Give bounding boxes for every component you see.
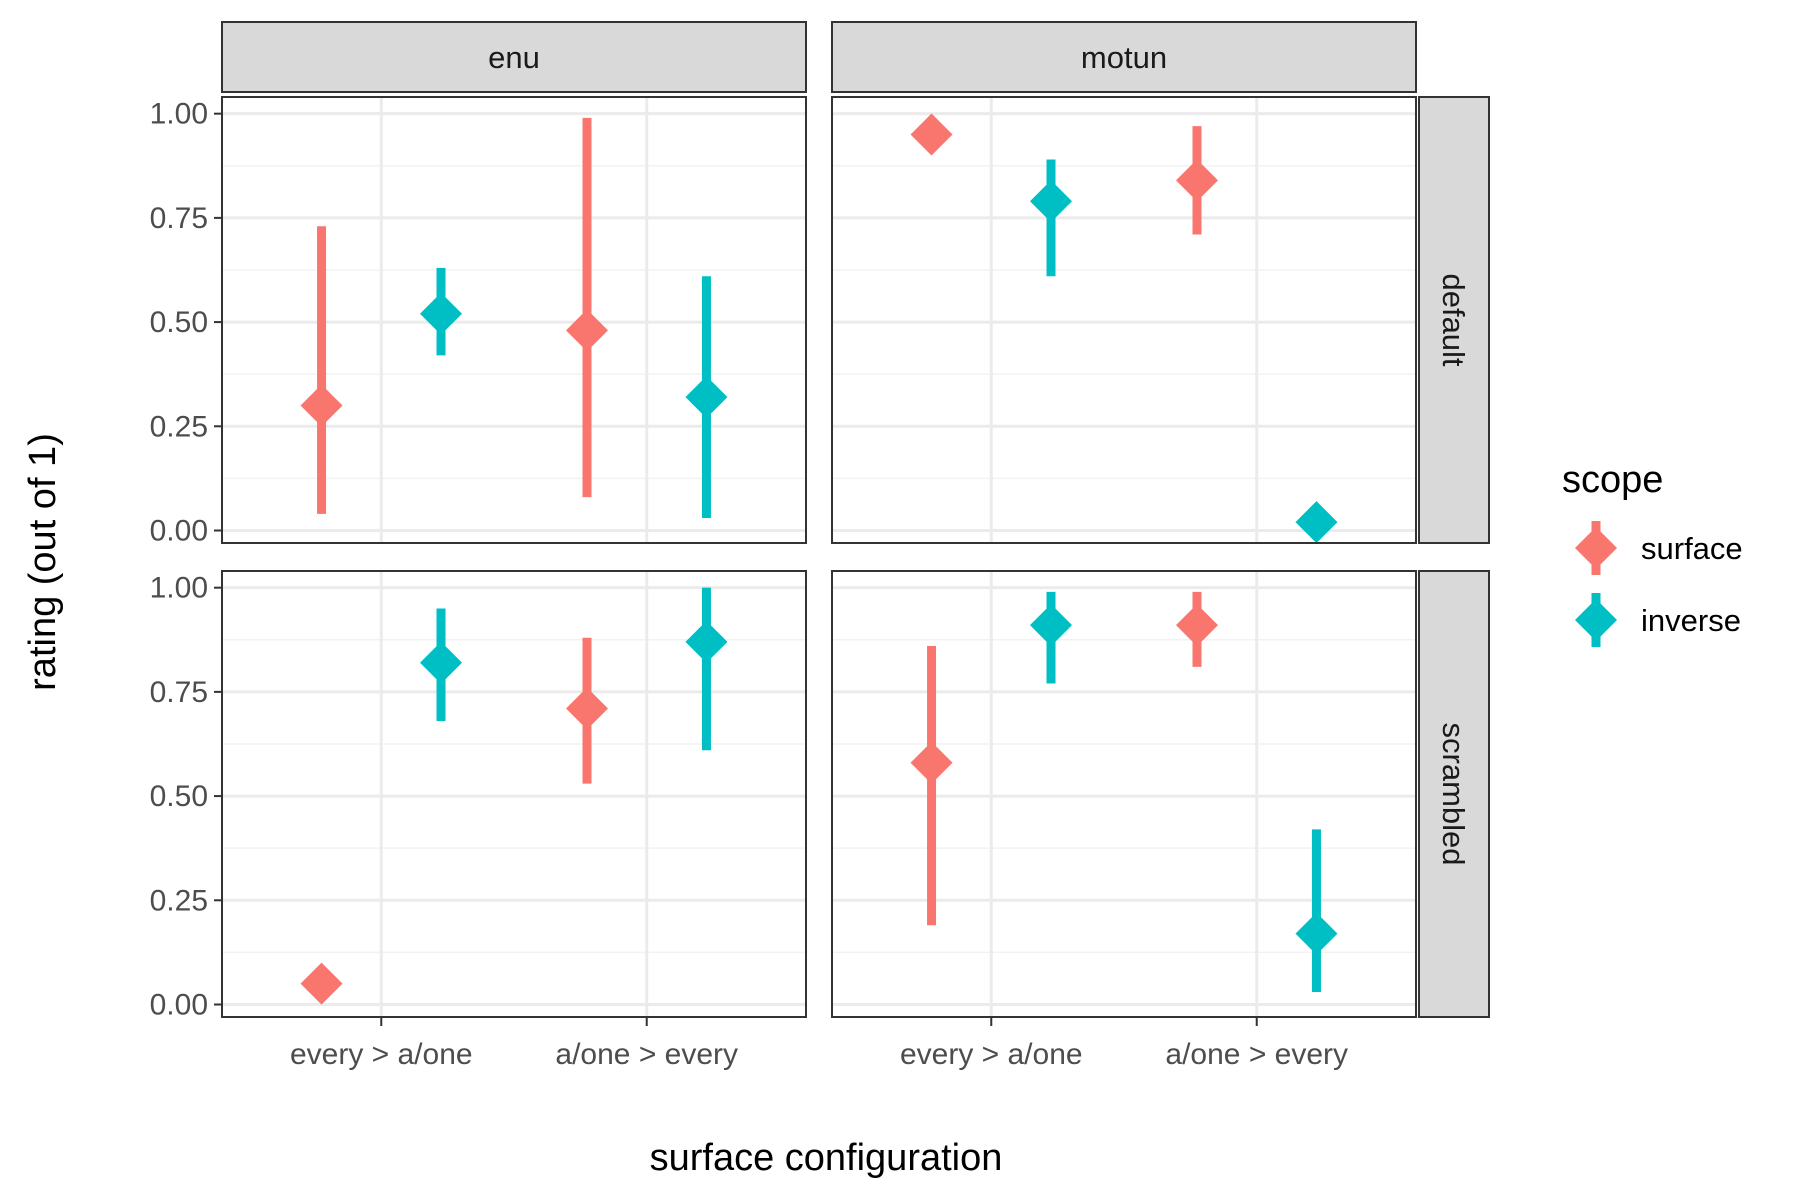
- legend-label-inverse: inverse: [1641, 603, 1741, 638]
- point-marker: [685, 376, 728, 419]
- point-range-surface: [1176, 591, 1218, 667]
- point-marker: [300, 384, 343, 427]
- panel-border: [221, 570, 807, 1018]
- point-marker: [420, 292, 462, 335]
- point-range-inverse: [685, 587, 728, 751]
- y-tick-label: 0.00: [150, 988, 208, 1021]
- column-strip: [221, 21, 807, 93]
- y-axis-title: rating (out of 1): [22, 433, 64, 691]
- legend-key-surface: [1575, 521, 1617, 575]
- x-tick-label: every > a/one: [900, 1038, 1083, 1071]
- point-marker: [420, 641, 462, 684]
- column-strip: [831, 21, 1417, 93]
- y-tick-label: 0.50: [150, 306, 208, 339]
- column-strip-label: enu: [488, 40, 540, 75]
- y-tick-label: 0.25: [150, 884, 208, 917]
- row-strip: [1418, 570, 1490, 1018]
- point-range-surface: [910, 646, 953, 926]
- panel-enu-default: [221, 96, 807, 544]
- point-range-inverse: [420, 608, 462, 722]
- panel-enu-scrambled: [221, 570, 807, 1018]
- point-range-surface: [566, 637, 608, 784]
- panel-border: [831, 570, 1417, 1018]
- row-strip-label: scrambled: [1436, 723, 1471, 866]
- y-tick-label: 0.50: [150, 780, 208, 813]
- legend-title: scope: [1562, 459, 1663, 501]
- point-marker: [910, 741, 953, 784]
- panels-layer: [221, 96, 1417, 1018]
- y-tick-label: 0.75: [150, 676, 208, 709]
- point-marker: [300, 962, 343, 1005]
- point-range-inverse: [420, 267, 462, 356]
- y-tick-label: 0.75: [150, 202, 208, 235]
- point-marker: [1295, 912, 1338, 955]
- legend-key-marker: [1575, 527, 1617, 569]
- x-tick-label: a/one > every: [555, 1038, 738, 1071]
- x-axis-title: surface configuration: [650, 1137, 1003, 1179]
- point-range-surface: [910, 113, 953, 156]
- legend: scope surface inverse: [1562, 459, 1743, 647]
- point-marker: [566, 687, 608, 730]
- panel-background: [222, 97, 806, 543]
- point-marker: [1176, 159, 1218, 202]
- y-tick-label: 1.00: [150, 572, 208, 605]
- point-marker: [910, 113, 953, 156]
- point-range-inverse: [1295, 829, 1338, 992]
- row-strip: [1418, 96, 1490, 544]
- point-range-inverse: [1030, 159, 1072, 277]
- legend-key-marker: [1575, 599, 1617, 641]
- y-tick-label: 1.00: [150, 98, 208, 131]
- point-marker: [566, 309, 608, 352]
- point-range-surface: [566, 117, 608, 498]
- point-range-inverse: [1030, 591, 1072, 684]
- column-strip-label: motun: [1081, 40, 1167, 75]
- panel-motun-scrambled: [831, 570, 1417, 1018]
- panel-motun-default: [831, 96, 1417, 544]
- strips-layer: enu motun default scrambled: [221, 21, 1490, 1018]
- point-marker: [1176, 604, 1218, 647]
- panel-border: [831, 96, 1417, 544]
- point-range-inverse: [1295, 501, 1338, 544]
- legend-key-inverse: [1575, 593, 1617, 647]
- point-range-inverse: [685, 276, 728, 518]
- point-marker: [1030, 180, 1072, 223]
- panel-background: [832, 97, 1416, 543]
- axes-layer: 0.00 0.25 0.50 0.75 1.00 0.00 0.25 0.50 0.75 1.00…: [150, 98, 1348, 1071]
- point-marker: [1295, 501, 1338, 544]
- panel-border: [221, 96, 807, 544]
- point-marker: [1030, 604, 1072, 647]
- point-marker: [685, 620, 728, 663]
- point-range-surface: [300, 962, 343, 1005]
- row-strip-label: default: [1436, 273, 1471, 366]
- y-tick-label: 0.00: [150, 514, 208, 547]
- x-tick-label: every > a/one: [290, 1038, 473, 1071]
- panel-background: [832, 571, 1416, 1017]
- y-tick-label: 0.25: [150, 410, 208, 443]
- point-range-surface: [1176, 126, 1218, 235]
- legend-label-surface: surface: [1641, 531, 1743, 566]
- x-tick-label: a/one > every: [1165, 1038, 1348, 1071]
- point-range-surface: [300, 226, 343, 514]
